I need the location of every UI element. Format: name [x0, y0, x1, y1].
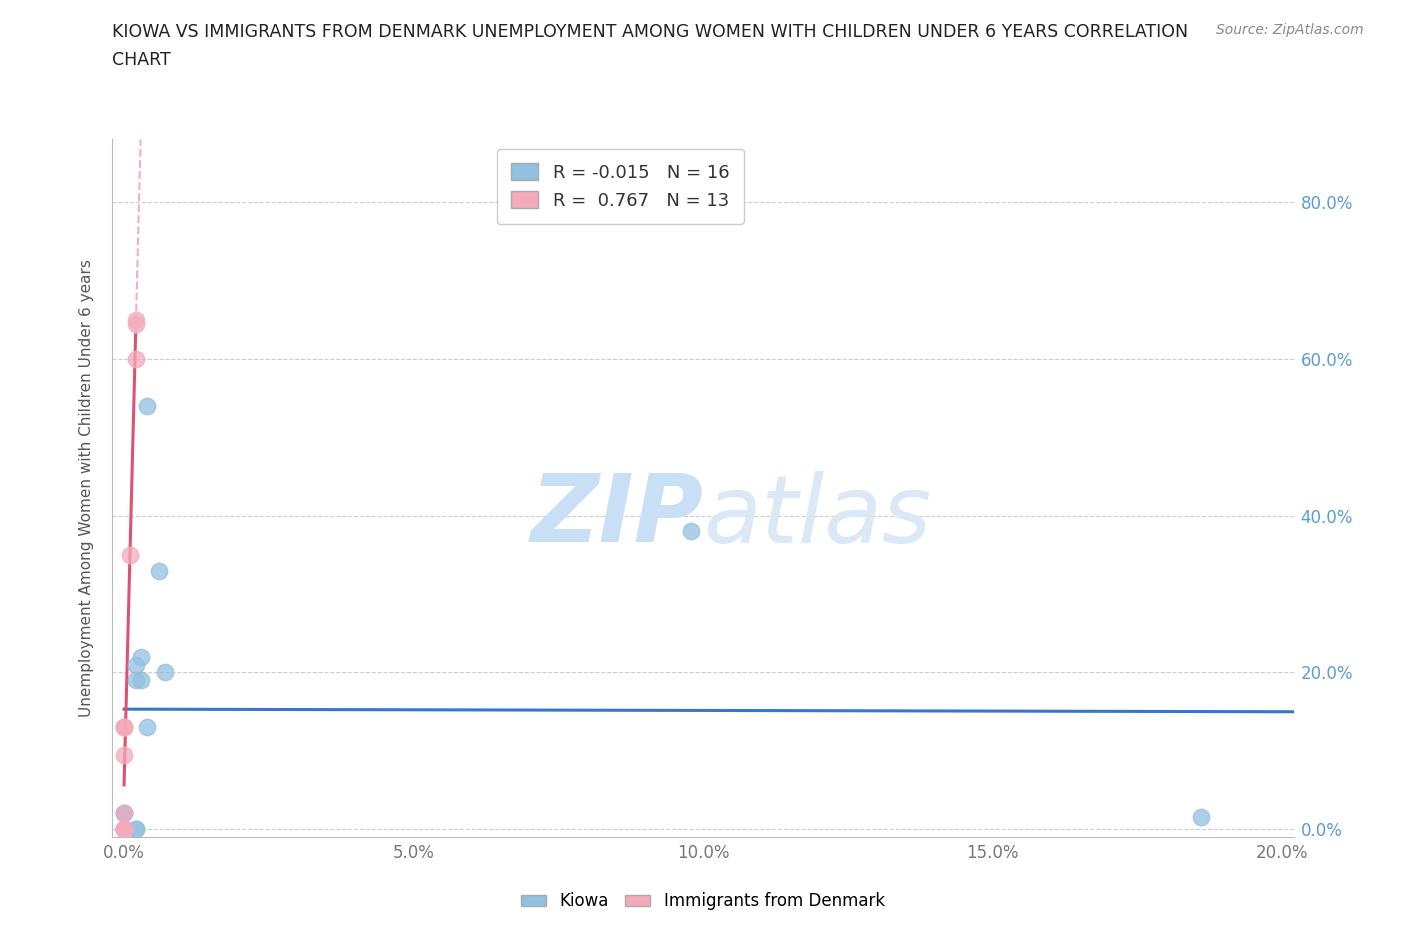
Point [681, 524, 703, 538]
Point [136, 399, 159, 414]
Point [112, 806, 135, 821]
Text: KIOWA VS IMMIGRANTS FROM DENMARK UNEMPLOYMENT AMONG WOMEN WITH CHILDREN UNDER 6 : KIOWA VS IMMIGRANTS FROM DENMARK UNEMPLO… [112, 23, 1188, 41]
Point [112, 806, 135, 821]
Point [131, 649, 153, 664]
Point [1189, 810, 1212, 825]
Text: atlas: atlas [703, 471, 931, 562]
Point [112, 806, 135, 821]
Point [153, 665, 176, 680]
Legend: R = -0.015   N = 16, R =  0.767   N = 13: R = -0.015 N = 16, R = 0.767 N = 13 [496, 149, 744, 224]
Point [112, 822, 135, 837]
Y-axis label: Unemployment Among Women with Children Under 6 years: Unemployment Among Women with Children U… [79, 259, 94, 717]
Point [124, 658, 146, 672]
Point [112, 822, 135, 837]
Point [124, 822, 146, 837]
Point [112, 748, 135, 763]
Point [148, 563, 170, 578]
Point [124, 672, 146, 687]
Point [131, 672, 153, 687]
Point [136, 720, 159, 735]
Point [112, 720, 135, 735]
Point [112, 720, 135, 735]
Point [112, 822, 135, 837]
Point [118, 548, 141, 563]
Text: ZIP: ZIP [530, 471, 703, 562]
Point [112, 822, 135, 837]
Point [124, 352, 146, 366]
Legend: Kiowa, Immigrants from Denmark: Kiowa, Immigrants from Denmark [515, 885, 891, 917]
Text: Source: ZipAtlas.com: Source: ZipAtlas.com [1216, 23, 1364, 37]
Point [124, 312, 146, 327]
Point [112, 720, 135, 735]
Point [124, 822, 146, 837]
Point [124, 316, 146, 331]
Point [112, 822, 135, 837]
Point [112, 822, 135, 837]
Text: CHART: CHART [112, 51, 172, 69]
